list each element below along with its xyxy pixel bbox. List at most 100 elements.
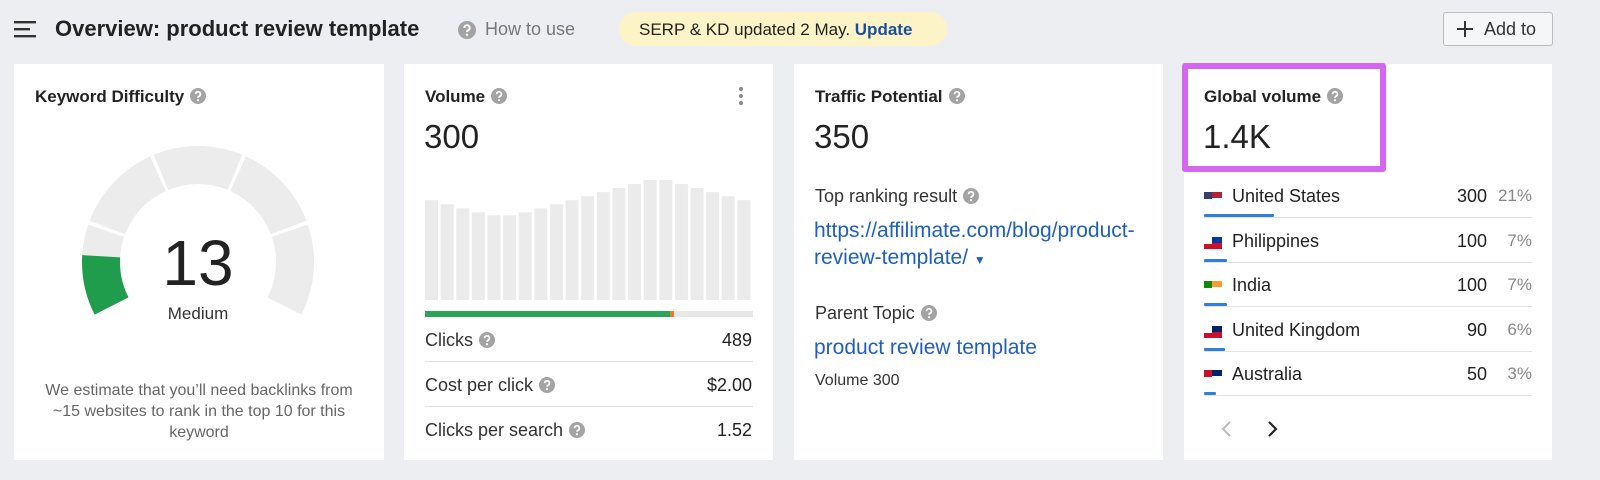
country-share: 3% (1507, 364, 1532, 384)
help-icon[interactable] (920, 305, 937, 321)
parent-topic-link[interactable]: product review template (814, 336, 1037, 359)
help-glyph (569, 422, 586, 438)
metric-label-text: Clicks per search (425, 420, 564, 440)
trend-bar (721, 196, 735, 300)
help-icon[interactable] (963, 188, 980, 204)
separator (1204, 395, 1532, 397)
card-title-text: Volume (425, 87, 486, 106)
kd-description: We estimate that you’ll need backlinks f… (45, 382, 353, 441)
trend-bar (425, 200, 439, 300)
country-share: 21% (1497, 186, 1532, 205)
how-to-use[interactable]: How to use (485, 19, 576, 39)
country-volume: 100 (1456, 275, 1487, 296)
url[interactable]: https://affilimate.com/blog/product-revi… (814, 219, 1135, 269)
volume-value: 300 (424, 118, 480, 155)
card-title: Keyword Difficulty (35, 87, 207, 107)
card-title: Global volume (1204, 87, 1344, 107)
more-menu[interactable] (737, 86, 745, 106)
trend-bar (737, 200, 751, 300)
trend-bar (596, 192, 610, 300)
top-result-link[interactable]: https://affilimate.com/blog/product-revi… (814, 219, 1135, 269)
prev-button[interactable] (1221, 421, 1231, 437)
help-icon[interactable] (491, 88, 508, 104)
separator (425, 361, 753, 362)
share-bar (1204, 347, 1225, 351)
help-glyph (920, 305, 937, 321)
share-bar (1204, 214, 1274, 217)
metric-value: $2.00 (706, 375, 752, 395)
country-share: 6% (1507, 319, 1532, 339)
country-name[interactable]: Australia (1232, 364, 1303, 385)
separator (1204, 306, 1532, 308)
flag (1204, 192, 1222, 204)
kd-gauge (82, 146, 314, 315)
card-title-text: Global volume (1204, 87, 1322, 106)
kd-level: Medium (167, 304, 229, 323)
separator (1204, 217, 1532, 218)
highlight-box (1182, 63, 1386, 172)
traffic-value: 350 (814, 118, 870, 155)
plus-icon (1457, 21, 1473, 37)
trend-bar (503, 215, 517, 300)
help-glyph (1327, 88, 1344, 104)
help-glyph (491, 88, 508, 104)
trend-bar (487, 215, 501, 300)
help-glyph (963, 188, 980, 204)
parent-volume: Volume 300 (815, 372, 900, 389)
volume-trend (425, 180, 753, 317)
notice-banner (619, 12, 947, 46)
country-name[interactable]: United States (1232, 186, 1341, 206)
help-glyph (190, 88, 207, 104)
help-icon[interactable] (948, 88, 965, 104)
next-button[interactable] (1268, 421, 1278, 437)
parent-topic-label: Parent Topic (815, 303, 937, 324)
help-icon[interactable] (458, 21, 476, 39)
metric-label-text: Clicks (425, 330, 473, 350)
flag (1204, 236, 1222, 249)
country-name[interactable]: United Kingdom (1232, 319, 1361, 340)
help-icon[interactable] (479, 332, 495, 348)
country-name[interactable]: India (1232, 275, 1272, 296)
metric-label-text: Cost per click (425, 375, 534, 395)
gauge-segment (89, 156, 166, 235)
trend-bar (534, 208, 548, 300)
update-link[interactable]: Update (854, 20, 913, 39)
trend-bar (549, 204, 563, 300)
country-share: 7% (1507, 275, 1532, 295)
metric-label: Clicks per search (425, 420, 586, 441)
trend-bar (690, 188, 704, 300)
card-title: Volume (425, 87, 508, 107)
country-name[interactable]: Philippines (1232, 230, 1320, 251)
separator (425, 406, 753, 407)
top-result-label: Top ranking result (815, 186, 980, 207)
flag (1204, 325, 1222, 338)
help-icon[interactable] (1327, 88, 1344, 104)
help-glyph (948, 88, 965, 104)
trend-bar (706, 192, 720, 300)
add-to-label: Add to (1484, 19, 1537, 39)
gauge-segment (267, 224, 314, 315)
help-icon[interactable] (539, 377, 556, 393)
traffic-card (794, 64, 1163, 460)
trend-bar (628, 184, 642, 300)
trend-bar (565, 200, 579, 300)
page-title: Overview: product review template (55, 16, 420, 41)
flag (1204, 370, 1222, 383)
notice-text: SERP & KD updated 2 May. (639, 20, 851, 39)
help-icon[interactable] (569, 422, 586, 438)
notice: SERP & KD updated 2 May. Update (639, 20, 912, 40)
trend-bar (581, 196, 595, 300)
menu-icon[interactable] (14, 20, 36, 38)
metric-label: Cost per click (425, 375, 556, 396)
trend-bar (471, 212, 485, 300)
kd-card (14, 64, 384, 460)
label-text: Top ranking result (815, 186, 958, 206)
share-bar (1204, 303, 1228, 307)
metric-value: 1.52 (716, 420, 752, 440)
help-icon[interactable] (190, 88, 207, 104)
trend-bar (518, 212, 532, 300)
metric-label: Clicks (425, 330, 495, 351)
flag (1204, 281, 1222, 294)
trend-bar (440, 204, 454, 300)
card-title-text: Keyword Difficulty (35, 87, 185, 106)
